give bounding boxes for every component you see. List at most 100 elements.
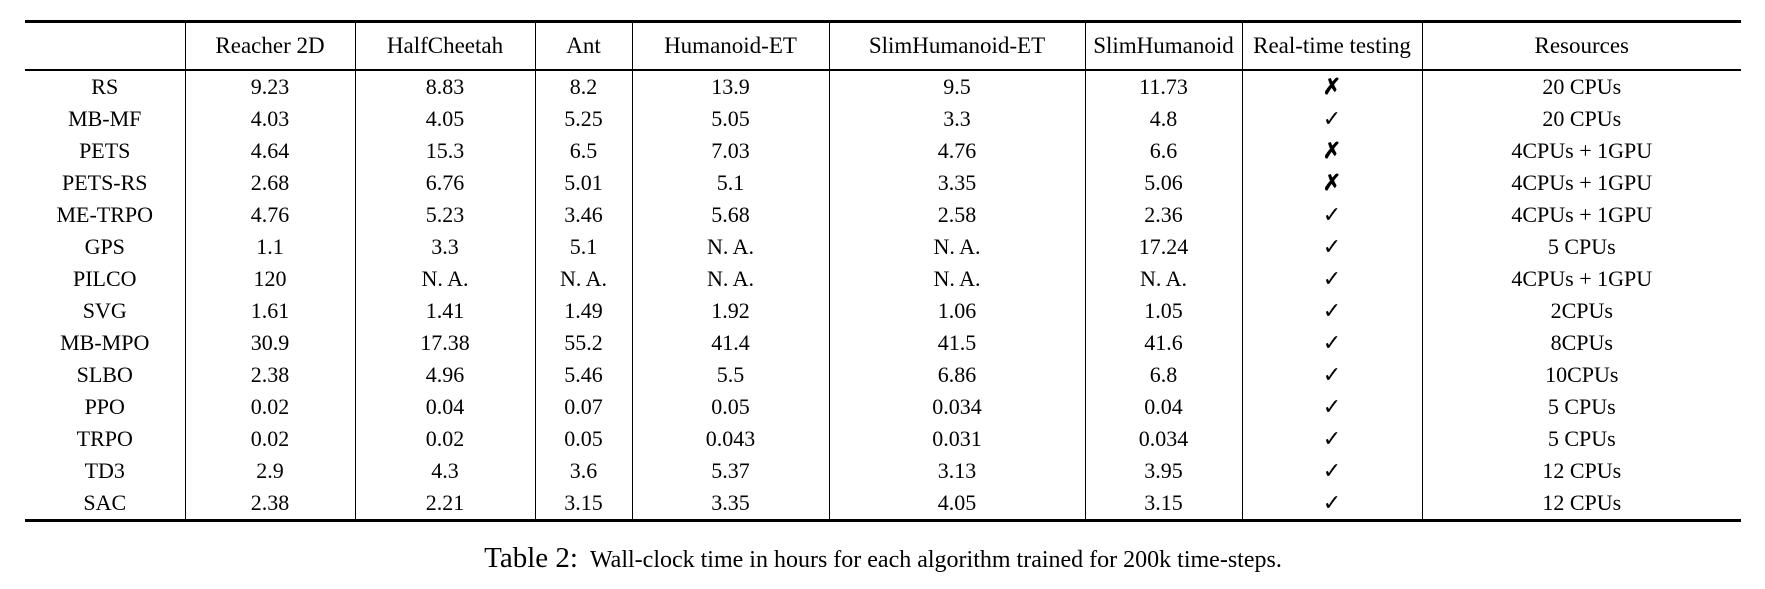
table-row: SAC 2.38 2.21 3.15 3.35 4.05 3.15 ✓ 12 CPUs — [25, 487, 1741, 521]
time-value: 0.04 — [1085, 391, 1243, 423]
check-icon: ✓ — [1242, 103, 1423, 135]
check-icon: ✓ — [1242, 455, 1423, 487]
time-value: 3.15 — [1085, 487, 1243, 521]
wall-clock-time-table: Reacher 2D HalfCheetah Ant Humanoid-ET S… — [25, 20, 1741, 522]
table-row: MB-MF 4.03 4.05 5.25 5.05 3.3 4.8 ✓ 20 CPUs — [25, 103, 1741, 135]
time-value: 5.1 — [632, 167, 830, 199]
time-value: 2.38 — [185, 359, 356, 391]
algorithm-name: GPS — [25, 231, 186, 263]
algorithm-name: ME-TRPO — [25, 199, 186, 231]
time-value: 3.35 — [632, 487, 830, 521]
resources-value: 12 CPUs — [1542, 490, 1622, 515]
table-row: PILCO 120 N. A. N. A. N. A. N. A. N. A. ✓ 4CPUs … — [25, 263, 1741, 295]
time-value: 4.76 — [185, 199, 356, 231]
check-icon: ✓ — [1242, 231, 1423, 263]
cross-icon: ✗ — [1242, 135, 1423, 167]
cross-icon: ✗ — [1242, 70, 1423, 103]
time-value: 30.9 — [185, 327, 356, 359]
time-value: 0.05 — [535, 423, 633, 455]
resources-value: 20 CPUs — [1542, 74, 1622, 99]
time-value: 120 — [185, 263, 356, 295]
time-value: 17.24 — [1085, 231, 1243, 263]
time-value: 5.06 — [1085, 167, 1243, 199]
check-icon: ✓ — [1242, 295, 1423, 327]
column-header-resources: Resources — [1422, 21, 1741, 71]
check-icon: ✓ — [1242, 199, 1423, 231]
time-value: 13.9 — [632, 70, 830, 103]
time-value: 4.05 — [355, 103, 536, 135]
time-value: 9.5 — [829, 70, 1086, 103]
time-value: N. A. — [355, 263, 536, 295]
check-icon: ✓ — [1242, 263, 1423, 295]
time-value: 6.6 — [1085, 135, 1243, 167]
time-value: 0.034 — [829, 391, 1086, 423]
time-value: 3.6 — [535, 455, 633, 487]
check-icon: ✓ — [1242, 423, 1423, 455]
time-value: 8.83 — [355, 70, 536, 103]
time-value: 6.86 — [829, 359, 1086, 391]
time-value: 41.6 — [1085, 327, 1243, 359]
time-value: 0.02 — [355, 423, 536, 455]
resources-value: 4CPUs + 1GPU — [1511, 202, 1653, 227]
time-value: 1.92 — [632, 295, 830, 327]
time-value: N. A. — [632, 263, 830, 295]
time-value: 3.15 — [535, 487, 633, 521]
time-value: 1.06 — [829, 295, 1086, 327]
resources-value: 5 CPUs — [1547, 234, 1616, 259]
time-value: N. A. — [535, 263, 633, 295]
header-row: Reacher 2D HalfCheetah Ant Humanoid-ET S… — [25, 21, 1741, 71]
time-value: 17.38 — [355, 327, 536, 359]
table-body: RS 9.23 8.83 8.2 13.9 9.5 11.73 ✗ 20 CPUs MB-MF 4.… — [25, 70, 1741, 521]
time-value: N. A. — [632, 231, 830, 263]
time-value: 0.031 — [829, 423, 1086, 455]
resources-value: 2CPUs — [1550, 298, 1613, 323]
column-header-slimhumanoid: SlimHumanoid — [1085, 21, 1243, 71]
column-header-ant: Ant — [535, 21, 633, 71]
table-row: MB-MPO 30.9 17.38 55.2 41.4 41.5 41.6 ✓ 8CPUs — [25, 327, 1741, 359]
table-caption: Table 2: Wall-clock time in hours for eac… — [25, 540, 1741, 581]
table-row: SVG 1.61 1.41 1.49 1.92 1.06 1.05 ✓ 2CPUs — [25, 295, 1741, 327]
table-row: GPS 1.1 3.3 5.1 N. A. N. A. 17.24 ✓ 5 CPUs — [25, 231, 1741, 263]
time-value: 2.68 — [185, 167, 356, 199]
time-value: 5.46 — [535, 359, 633, 391]
algorithm-name: SVG — [25, 295, 186, 327]
time-value: 5.5 — [632, 359, 830, 391]
check-icon: ✓ — [1242, 359, 1423, 391]
resources-value: 8CPUs — [1550, 330, 1613, 355]
algorithm-name: MB-MF — [25, 103, 186, 135]
check-icon: ✓ — [1242, 327, 1423, 359]
time-value: 3.13 — [829, 455, 1086, 487]
resources-value: 10CPUs — [1545, 362, 1619, 387]
time-value: 3.46 — [535, 199, 633, 231]
time-value: 4.64 — [185, 135, 356, 167]
time-value: 9.23 — [185, 70, 356, 103]
algorithm-name: SAC — [25, 487, 186, 521]
algorithm-name: PETS-RS — [25, 167, 186, 199]
time-value: N. A. — [829, 231, 1086, 263]
algorithm-name: PILCO — [25, 263, 186, 295]
time-value: 5.05 — [632, 103, 830, 135]
algorithm-name: TD3 — [25, 455, 186, 487]
time-value: N. A. — [1085, 263, 1243, 295]
time-value: 1.41 — [355, 295, 536, 327]
table-caption-text: Wall-clock time in hours for each algori… — [589, 547, 1282, 573]
algorithm-name: PPO — [25, 391, 186, 423]
time-value: 4.76 — [829, 135, 1086, 167]
resources-value: 5 CPUs — [1547, 426, 1616, 451]
time-value: 4.3 — [355, 455, 536, 487]
time-value: 6.76 — [355, 167, 536, 199]
table-row: RS 9.23 8.83 8.2 13.9 9.5 11.73 ✗ 20 CPUs — [25, 70, 1741, 103]
algorithm-name: SLBO — [25, 359, 186, 391]
table-row: TRPO 0.02 0.02 0.05 0.043 0.031 0.034 ✓ 5 CPUs — [25, 423, 1741, 455]
algorithm-name: PETS — [25, 135, 186, 167]
algorithm-name: RS — [25, 70, 186, 103]
column-header-humanoid-et: Humanoid-ET — [632, 21, 830, 71]
time-value: 0.02 — [185, 423, 356, 455]
time-value: 5.01 — [535, 167, 633, 199]
table-row: PPO 0.02 0.04 0.07 0.05 0.034 0.04 ✓ 5 CPUs — [25, 391, 1741, 423]
time-value: 5.68 — [632, 199, 830, 231]
resources-value: 12 CPUs — [1542, 458, 1622, 483]
time-value: 0.04 — [355, 391, 536, 423]
table-row: ME-TRPO 4.76 5.23 3.46 5.68 2.58 2.36 ✓ 4CPUs + … — [25, 199, 1741, 231]
time-value: 0.034 — [1085, 423, 1243, 455]
